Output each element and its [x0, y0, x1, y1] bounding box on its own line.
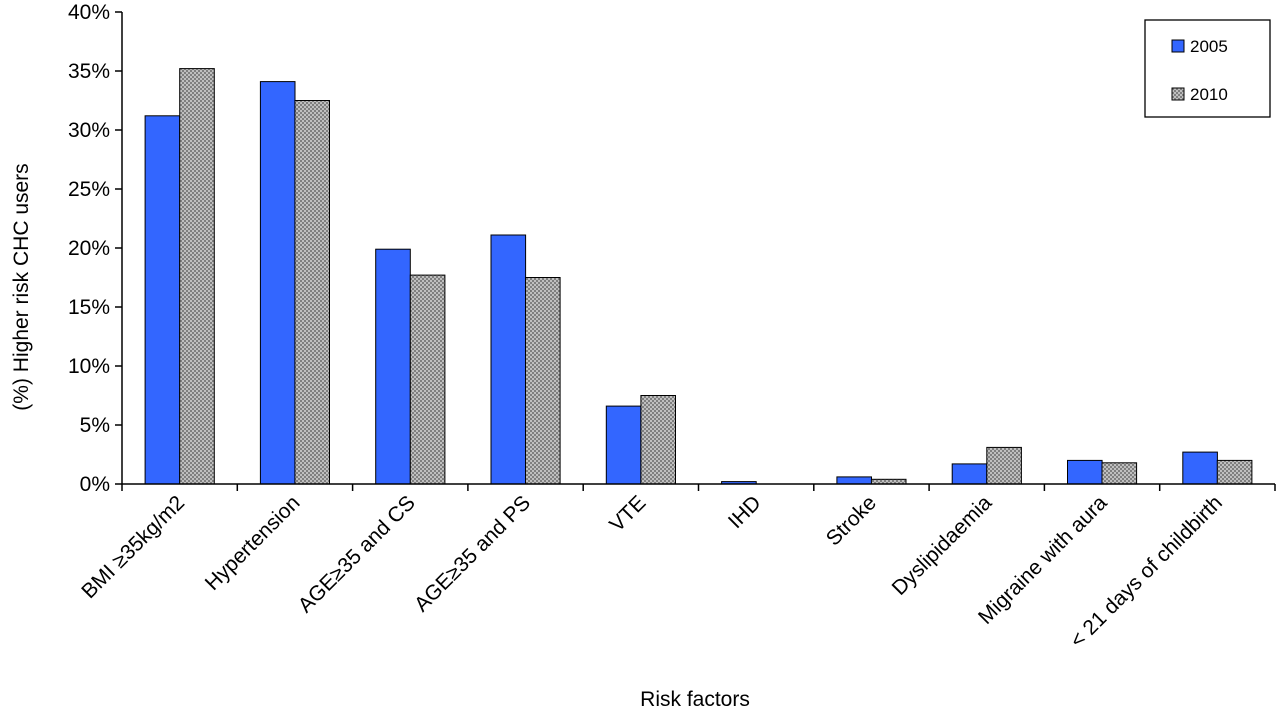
x-tick-label-ihd: IHD [724, 491, 766, 533]
axes-layer [115, 11, 1276, 491]
bar-2005-age-35-and-cs [375, 248, 411, 485]
bar-2005-age-35-and-ps [490, 234, 527, 485]
bar-2010-21-days-of-childbirth [1216, 459, 1253, 485]
y-tick-label: 40% [68, 1, 110, 24]
legend: 2005 2010 [1144, 19, 1271, 118]
bar-2005-hypertension [259, 81, 296, 485]
x-tick-label-age-35-and-ps: AGE≥35 and PS [410, 491, 535, 616]
bar-2010-dyslipidaemia [986, 446, 1022, 485]
x-axis-title: Risk factors [640, 688, 750, 710]
bar-2005-bmi-35kg-m2 [144, 115, 181, 485]
x-tick-label-bmi-35kg-m2: BMI ≥35kg/m2 [77, 491, 189, 603]
bar-2010-age-35-and-ps [525, 277, 561, 485]
legend-swatch-2005 [1171, 39, 1185, 53]
y-tick-label: 30% [68, 119, 110, 142]
y-tick-label: 35% [68, 60, 110, 83]
bar-2010-hypertension [294, 100, 330, 485]
x-tick-label-hypertension: Hypertension [201, 491, 305, 595]
y-tick-label: 25% [68, 178, 110, 201]
x-tick-label-stroke: Stroke [822, 491, 881, 550]
legend-box [1144, 19, 1271, 118]
y-tick-label: 5% [80, 414, 110, 437]
y-tick-label: 0% [80, 473, 110, 496]
bar-2005-21-days-of-childbirth [1182, 451, 1218, 485]
bar-2005-stroke [836, 476, 873, 485]
legend-label-2010: 2010 [1190, 85, 1228, 104]
y-tick-label: 20% [68, 237, 110, 260]
x-tick-label-migraine-with-aura: Migraine with aura [974, 491, 1112, 629]
bars-layer [144, 68, 1253, 485]
bar-2010-age-35-and-cs [409, 274, 446, 485]
legend-label-2005: 2005 [1190, 37, 1228, 56]
bar-2010-migraine-with-aura [1101, 462, 1138, 485]
bar-2005-vte [605, 405, 642, 485]
x-tick-label-dyslipidaemia: Dyslipidaemia [888, 491, 997, 600]
bar-2010-vte [640, 395, 677, 485]
y-tick-label: 10% [68, 355, 110, 378]
y-tick-label: 15% [68, 296, 110, 319]
legend-swatch-2010 [1171, 87, 1185, 101]
x-tick-label-vte: VTE [605, 491, 650, 536]
y-tick-labels: 0% 5% 10% 15% 20% 25% 30% 35% 40% [68, 1, 110, 496]
bar-2010-bmi-35kg-m2 [179, 68, 215, 485]
bar-2005-migraine-with-aura [1067, 459, 1103, 485]
x-tick-label-age-35-and-cs: AGE≥35 and CS [294, 491, 420, 617]
y-axis-title: (%) Higher risk CHC users [10, 163, 33, 410]
bar-2005-dyslipidaemia [951, 463, 988, 485]
